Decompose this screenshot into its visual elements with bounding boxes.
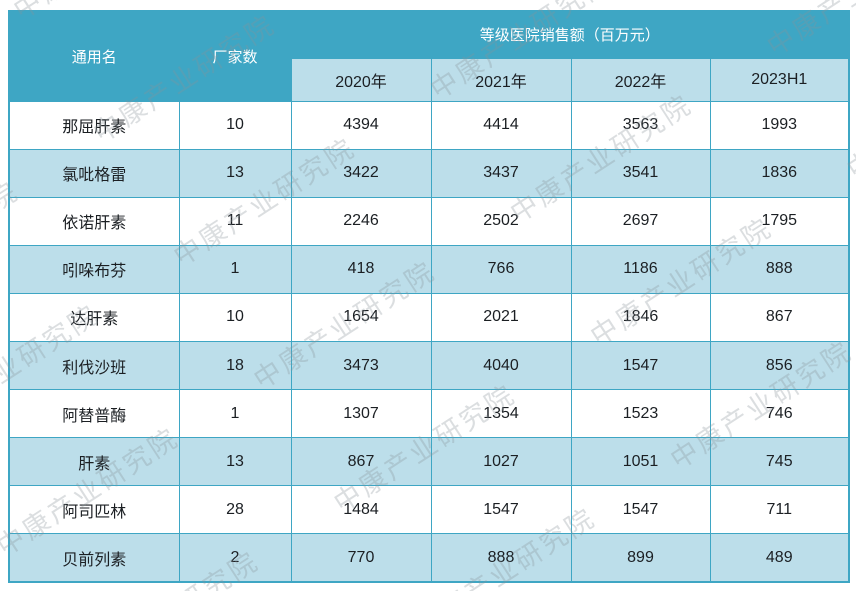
manufacturer-count-cell: 10 xyxy=(178,292,292,342)
manufacturer-count-cell: 10 xyxy=(178,100,292,150)
manufacturer-count-cell: 11 xyxy=(178,196,292,246)
sales-value-cell: 899 xyxy=(570,533,711,583)
manufacturer-count-cell: 2 xyxy=(178,533,292,583)
drug-name-cell: 氯吡格雷 xyxy=(8,148,180,198)
tier-hospital-sales-table: 通用名 厂家数 等级医院销售额（百万元） 2020年 2021年 2022年 2… xyxy=(8,10,851,583)
sales-value-cell: 3473 xyxy=(290,340,432,391)
table-row: 贝前列素 2 770 888 899 489 xyxy=(8,533,850,583)
drug-name-cell: 达肝素 xyxy=(8,292,180,342)
table-row: 阿司匹林 28 1484 1547 1547 711 xyxy=(8,485,850,535)
table-row: 依诺肝素 11 2246 2502 2697 1795 xyxy=(8,196,850,246)
drug-name-cell: 依诺肝素 xyxy=(8,196,180,246)
sales-value-cell: 1836 xyxy=(709,148,850,198)
manufacturer-count-cell: 13 xyxy=(178,437,292,487)
manufacturer-count-cell: 1 xyxy=(178,244,292,294)
manufacturer-count-cell: 13 xyxy=(178,148,292,198)
sales-value-cell: 4040 xyxy=(430,340,572,391)
drug-name-cell: 阿替普酶 xyxy=(8,389,180,439)
table-row: 阿替普酶 1 1307 1354 1523 746 xyxy=(8,389,850,439)
sales-value-cell: 3563 xyxy=(570,100,711,150)
drug-name-cell: 吲哚布芬 xyxy=(8,244,180,294)
drug-name-cell: 那屈肝素 xyxy=(8,100,180,150)
sales-value-cell: 418 xyxy=(290,244,432,294)
sales-value-cell: 1795 xyxy=(709,196,850,246)
sales-value-cell: 1547 xyxy=(430,485,572,535)
sales-value-cell: 867 xyxy=(709,292,850,342)
sales-value-cell: 1547 xyxy=(570,485,711,535)
sales-value-cell: 1354 xyxy=(430,389,572,439)
manufacturer-count-cell: 1 xyxy=(178,389,292,439)
year-header-2022: 2022年 xyxy=(570,57,711,102)
sales-value-cell: 4414 xyxy=(430,100,572,150)
generic-name-header: 通用名 xyxy=(8,10,180,102)
table-row: 肝素 13 867 1027 1051 745 xyxy=(8,437,850,487)
sales-value-cell: 2502 xyxy=(430,196,572,246)
year-header-2020: 2020年 xyxy=(290,57,432,102)
table-row: 达肝素 10 1654 2021 1846 867 xyxy=(8,292,850,342)
manufacturer-count-header: 厂家数 xyxy=(178,10,292,102)
year-header-2021: 2021年 xyxy=(430,57,572,102)
sales-value-cell: 711 xyxy=(709,485,850,535)
sales-value-cell: 746 xyxy=(709,389,850,439)
sales-value-cell: 770 xyxy=(290,533,432,583)
sales-value-cell: 888 xyxy=(430,533,572,583)
sales-value-cell: 2021 xyxy=(430,292,572,342)
sales-value-cell: 3422 xyxy=(290,148,432,198)
sales-value-cell: 888 xyxy=(709,244,850,294)
sales-value-cell: 2697 xyxy=(570,196,711,246)
sales-group-header: 等级医院销售额（百万元） xyxy=(290,10,850,59)
sales-value-cell: 1484 xyxy=(290,485,432,535)
sales-value-cell: 1547 xyxy=(570,340,711,391)
sales-value-cell: 1654 xyxy=(290,292,432,342)
sales-value-cell: 1523 xyxy=(570,389,711,439)
sales-value-cell: 856 xyxy=(709,340,850,391)
drug-name-cell: 肝素 xyxy=(8,437,180,487)
sales-value-cell: 4394 xyxy=(290,100,432,150)
manufacturer-count-cell: 28 xyxy=(178,485,292,535)
manufacturer-count-cell: 18 xyxy=(178,340,292,391)
sales-value-cell: 1993 xyxy=(709,100,850,150)
sales-table-container: 通用名 厂家数 等级医院销售额（百万元） 2020年 2021年 2022年 2… xyxy=(8,10,851,583)
sales-value-cell: 867 xyxy=(290,437,432,487)
header-row-years: 2020年 2021年 2022年 2023H1 xyxy=(9,57,850,102)
sales-value-cell: 2246 xyxy=(290,196,432,246)
sales-value-cell: 1051 xyxy=(570,437,711,487)
sales-value-cell: 745 xyxy=(709,437,850,487)
sales-value-cell: 1307 xyxy=(290,389,432,439)
sales-value-cell: 489 xyxy=(709,533,850,583)
sales-value-cell: 1846 xyxy=(570,292,711,342)
sales-value-cell: 3541 xyxy=(570,148,711,198)
sales-value-cell: 1027 xyxy=(430,437,572,487)
sales-value-cell: 766 xyxy=(430,244,572,294)
drug-name-cell: 利伐沙班 xyxy=(8,340,180,391)
table-row: 氯吡格雷 13 3422 3437 3541 1836 xyxy=(8,148,850,198)
table-row: 那屈肝素 10 4394 4414 3563 1993 xyxy=(8,100,850,150)
table-row: 利伐沙班 18 3473 4040 1547 856 xyxy=(8,340,850,391)
drug-name-cell: 贝前列素 xyxy=(8,533,180,583)
table-row: 吲哚布芬 1 418 766 1186 888 xyxy=(8,244,850,294)
sales-value-cell: 3437 xyxy=(430,148,572,198)
header-row-top: 通用名 厂家数 等级医院销售额（百万元） xyxy=(8,10,850,102)
sales-value-cell: 1186 xyxy=(570,244,711,294)
year-header-2023h1: 2023H1 xyxy=(709,57,850,102)
drug-name-cell: 阿司匹林 xyxy=(8,485,180,535)
